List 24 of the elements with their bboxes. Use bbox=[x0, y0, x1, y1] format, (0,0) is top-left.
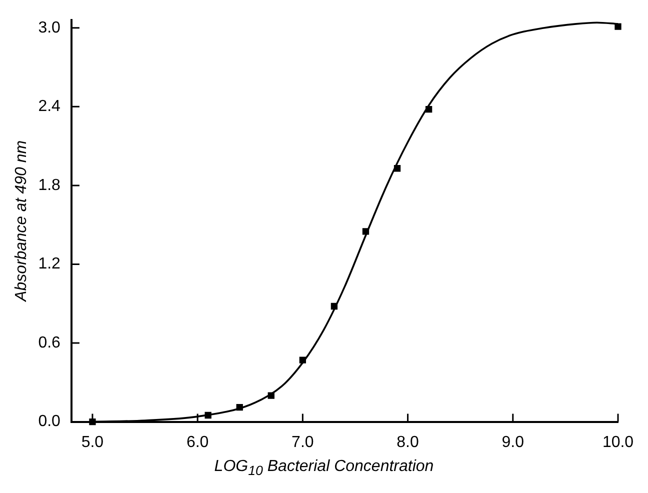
x-tick-label: 6.0 bbox=[186, 434, 209, 451]
x-tick-label: 5.0 bbox=[81, 434, 104, 451]
y-tick-label: 0.0 bbox=[38, 413, 61, 430]
point bbox=[394, 165, 401, 172]
point bbox=[614, 23, 622, 30]
y-tick-label: 3.0 bbox=[38, 19, 61, 36]
point bbox=[425, 106, 432, 113]
point bbox=[362, 228, 370, 235]
x-tick-label: 7.0 bbox=[292, 434, 314, 451]
point bbox=[89, 418, 96, 426]
y-tick-label: 1.8 bbox=[38, 176, 61, 194]
point bbox=[236, 404, 243, 411]
y-tick-label: 0.6 bbox=[38, 334, 61, 352]
point bbox=[204, 412, 212, 419]
point bbox=[299, 356, 306, 364]
y-axis-title: Absorbance at 490 nm bbox=[13, 140, 30, 302]
x-axis-title: LOG$_{10}$ Bacterial Concentration bbox=[213, 458, 435, 478]
x-tick-label: 8.0 bbox=[396, 434, 420, 451]
point bbox=[330, 302, 338, 310]
y-tick-label: 1.2 bbox=[38, 256, 61, 273]
y-tick-label: 2.4 bbox=[38, 98, 61, 116]
x-tick-label: 10.0 bbox=[602, 434, 634, 451]
point bbox=[268, 392, 274, 399]
x-tick-label: 9.0 bbox=[502, 434, 524, 451]
